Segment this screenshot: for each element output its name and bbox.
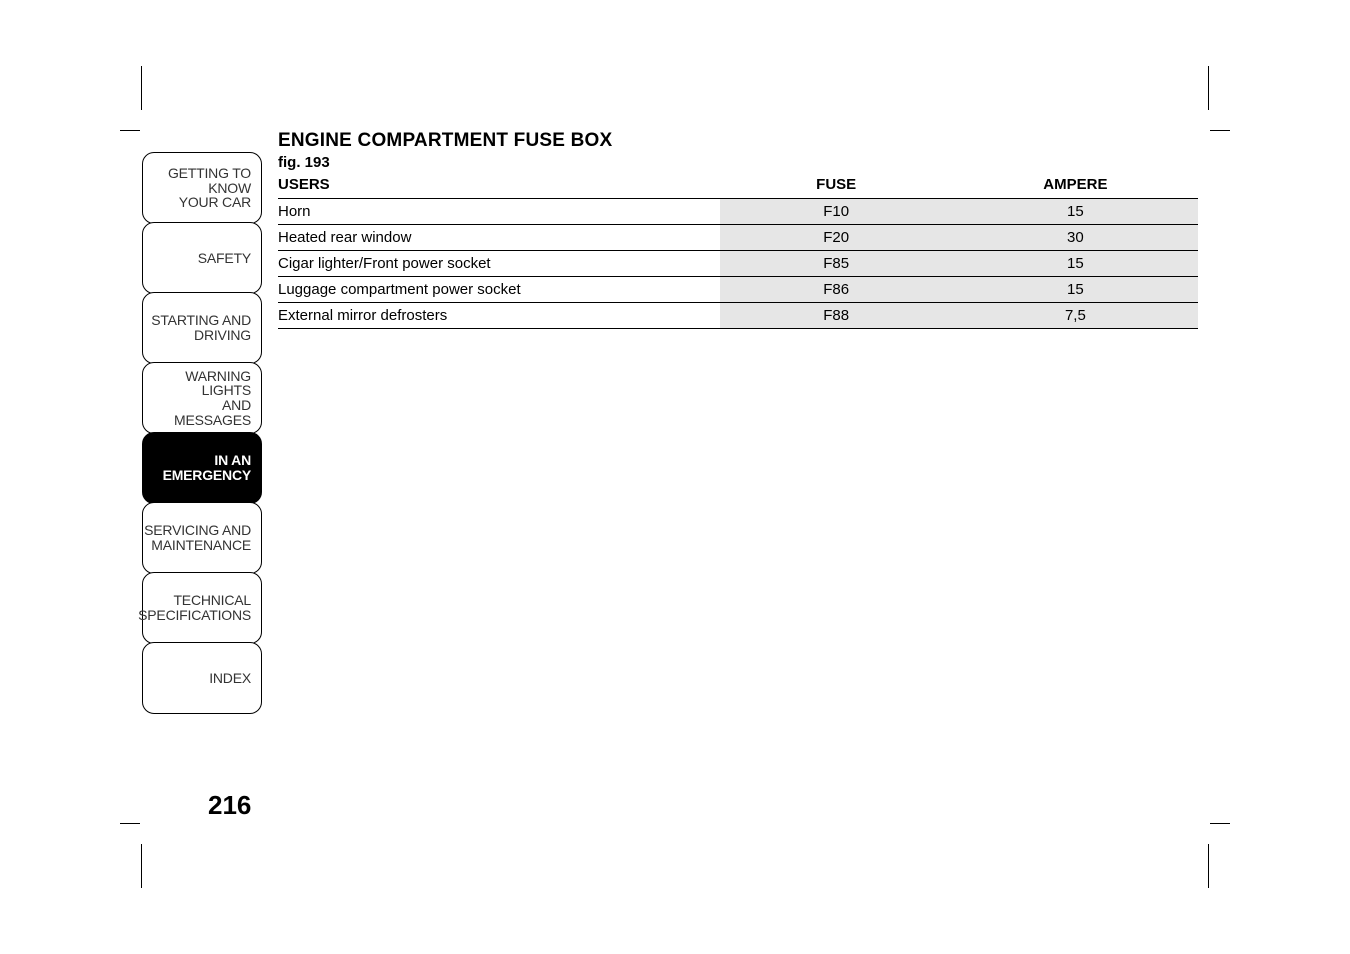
tab-label-line: WARNING LIGHTS bbox=[143, 369, 251, 398]
crop-mark bbox=[141, 844, 142, 888]
tab-label-line: SPECIFICATIONS bbox=[138, 608, 251, 623]
table-row: Heated rear windowF2030 bbox=[278, 225, 1198, 251]
col-header-fuse: FUSE bbox=[720, 173, 959, 199]
tab-label-line: DRIVING bbox=[194, 328, 251, 343]
cell-fuse: F88 bbox=[720, 303, 959, 329]
figure-reference: fig. 193 bbox=[278, 154, 1198, 171]
cell-user: Luggage compartment power socket bbox=[278, 277, 720, 303]
tab-label-line: INDEX bbox=[209, 671, 251, 686]
crop-mark bbox=[120, 823, 140, 824]
tab-label-line: YOUR CAR bbox=[179, 195, 251, 210]
tab-label-line: SAFETY bbox=[198, 251, 251, 266]
tab-label-line: SERVICING AND bbox=[144, 523, 251, 538]
section-tab[interactable]: STARTING ANDDRIVING bbox=[142, 292, 262, 364]
tab-label-line: TECHNICAL bbox=[173, 593, 251, 608]
cell-user: Horn bbox=[278, 199, 720, 225]
cell-ampere: 30 bbox=[959, 225, 1198, 251]
fuse-box-table: USERS FUSE AMPERE HornF1015Heated rear w… bbox=[278, 173, 1198, 329]
section-tab[interactable]: GETTING TO KNOWYOUR CAR bbox=[142, 152, 262, 224]
table-row: Cigar lighter/Front power socketF8515 bbox=[278, 251, 1198, 277]
crop-mark bbox=[141, 66, 142, 110]
tab-label-line: MAINTENANCE bbox=[151, 538, 251, 553]
cell-user: Cigar lighter/Front power socket bbox=[278, 251, 720, 277]
tab-label-line: IN AN bbox=[214, 453, 251, 468]
table-row: External mirror defrostersF887,5 bbox=[278, 303, 1198, 329]
crop-mark bbox=[1208, 66, 1209, 110]
cell-ampere: 15 bbox=[959, 199, 1198, 225]
cell-fuse: F86 bbox=[720, 277, 959, 303]
section-tab[interactable]: SAFETY bbox=[142, 222, 262, 294]
col-header-users: USERS bbox=[278, 173, 720, 199]
page-number: 216 bbox=[208, 790, 251, 821]
section-tab[interactable]: TECHNICALSPECIFICATIONS bbox=[142, 572, 262, 644]
tab-label-line: EMERGENCY bbox=[163, 468, 251, 483]
crop-mark bbox=[1210, 130, 1230, 131]
cell-fuse: F20 bbox=[720, 225, 959, 251]
crop-mark bbox=[1208, 844, 1209, 888]
table-header-row: USERS FUSE AMPERE bbox=[278, 173, 1198, 199]
tab-label-line: STARTING AND bbox=[151, 313, 251, 328]
section-tab[interactable]: IN ANEMERGENCY bbox=[142, 432, 262, 504]
cell-user: Heated rear window bbox=[278, 225, 720, 251]
section-tabs: GETTING TO KNOWYOUR CAR SAFETY STARTING AN… bbox=[142, 152, 262, 712]
table-row: Luggage compartment power socketF8615 bbox=[278, 277, 1198, 303]
section-tab[interactable]: WARNING LIGHTSAND MESSAGES bbox=[142, 362, 262, 434]
crop-mark bbox=[120, 130, 140, 131]
page-content: ENGINE COMPARTMENT FUSE BOX fig. 193 USE… bbox=[278, 130, 1198, 329]
table-row: HornF1015 bbox=[278, 199, 1198, 225]
section-tab[interactable]: INDEX bbox=[142, 642, 262, 714]
cell-user: External mirror defrosters bbox=[278, 303, 720, 329]
cell-ampere: 7,5 bbox=[959, 303, 1198, 329]
crop-mark bbox=[1210, 823, 1230, 824]
section-title: ENGINE COMPARTMENT FUSE BOX bbox=[278, 130, 1198, 152]
tab-label-line: GETTING TO KNOW bbox=[143, 166, 251, 195]
col-header-ampere: AMPERE bbox=[959, 173, 1198, 199]
tab-label-line: AND MESSAGES bbox=[143, 398, 251, 427]
cell-fuse: F85 bbox=[720, 251, 959, 277]
cell-ampere: 15 bbox=[959, 277, 1198, 303]
cell-fuse: F10 bbox=[720, 199, 959, 225]
section-tab[interactable]: SERVICING ANDMAINTENANCE bbox=[142, 502, 262, 574]
cell-ampere: 15 bbox=[959, 251, 1198, 277]
